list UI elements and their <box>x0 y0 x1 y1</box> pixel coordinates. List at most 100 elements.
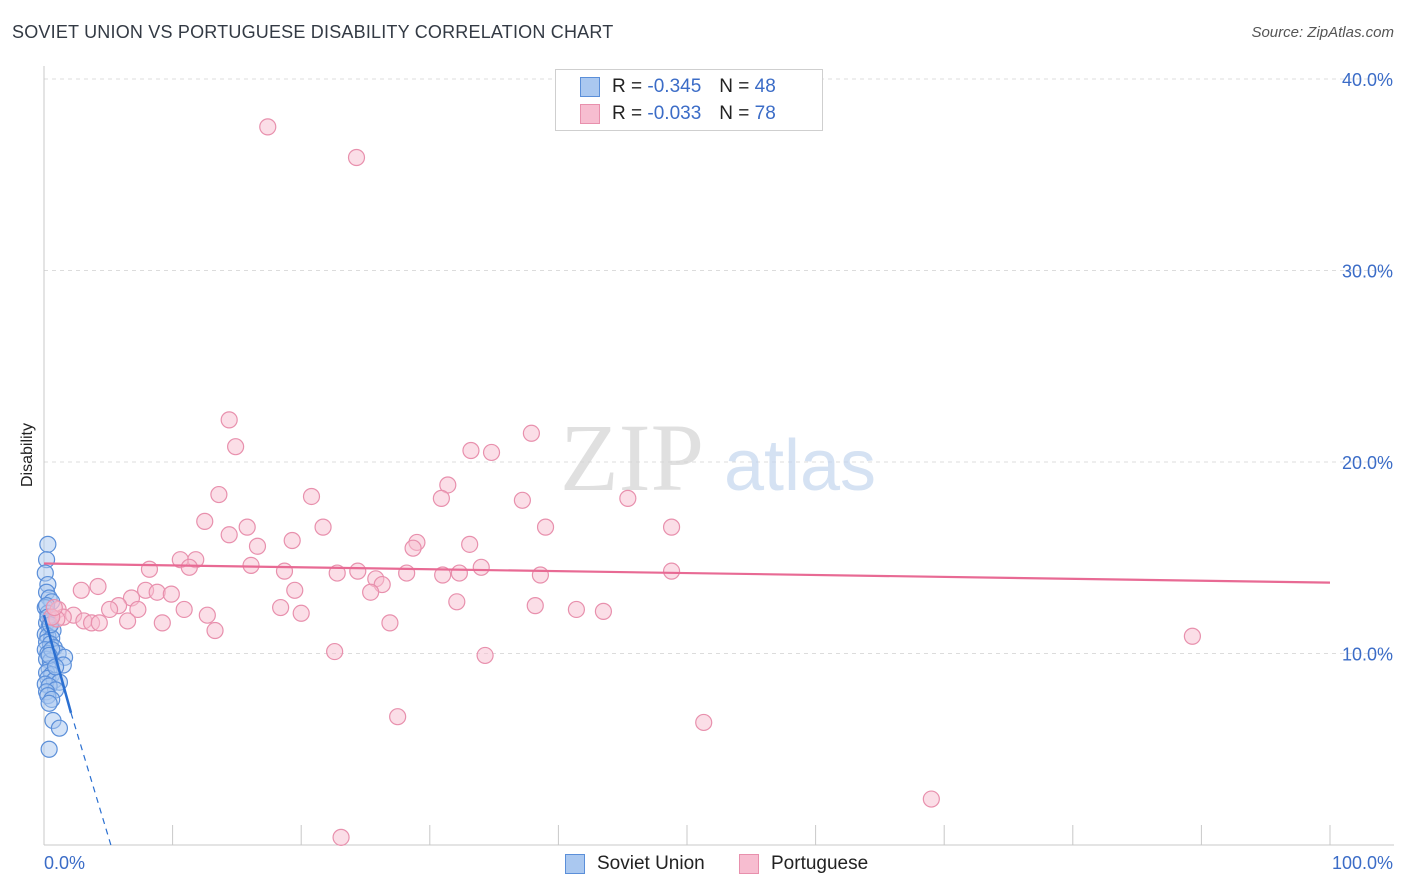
portuguese-point <box>286 581 304 599</box>
portuguese-point <box>210 485 228 504</box>
portuguese-point <box>522 424 540 442</box>
portuguese-point <box>662 518 681 536</box>
soviet-point <box>40 694 58 712</box>
portuguese-point <box>347 148 366 167</box>
x-tick-label-min: 0.0% <box>44 853 85 873</box>
portuguese-point <box>148 583 166 601</box>
source-label: Source: ZipAtlas.com <box>1251 24 1394 41</box>
watermark-atlas: atlas <box>724 426 876 506</box>
portuguese-point <box>434 566 452 584</box>
portuguese-trend-line <box>43 562 1331 584</box>
soviet-trend-line <box>42 614 73 714</box>
portuguese-point <box>275 562 294 580</box>
bottom-legend-swatch-portuguese <box>739 854 759 874</box>
legend-swatch-soviet <box>580 77 600 97</box>
portuguese-point <box>45 598 63 617</box>
portuguese-point <box>461 535 479 553</box>
portuguese-point <box>526 597 544 615</box>
portuguese-point <box>89 577 107 596</box>
portuguese-point <box>531 566 549 584</box>
x-tick-label-max: 100.0% <box>1332 853 1393 873</box>
legend-r-value-soviet: -0.345 <box>647 76 702 97</box>
legend-r-label: R = <box>612 76 643 97</box>
portuguese-point <box>332 828 350 846</box>
portuguese-point <box>462 441 480 460</box>
legend-r-value-portuguese: -0.033 <box>647 103 702 124</box>
portuguese-point <box>72 581 90 599</box>
portuguese-point <box>594 602 613 620</box>
series-soviet-union <box>36 535 74 758</box>
portuguese-point <box>314 518 332 536</box>
soviet-trend-extension <box>70 712 112 846</box>
portuguese-point <box>695 713 713 732</box>
portuguese-point <box>248 537 267 555</box>
bottom-legend-soviet: Soviet Union <box>565 852 705 876</box>
legend-swatch-portuguese <box>580 104 600 124</box>
portuguese-point <box>302 487 321 506</box>
bottom-legend-portuguese: Portuguese <box>739 852 868 876</box>
portuguese-point <box>283 531 301 550</box>
portuguese-point <box>175 600 193 619</box>
portuguese-point <box>349 562 367 580</box>
portuguese-point <box>326 642 344 661</box>
legend-r-label: R = <box>612 103 643 124</box>
legend-n-value-portuguese: 78 <box>754 103 776 124</box>
portuguese-point <box>196 512 214 530</box>
stats-legend: R = -0.345 N = 48 R = -0.033 N = 78 <box>555 69 823 131</box>
portuguese-point <box>567 600 586 619</box>
portuguese-point <box>450 564 468 582</box>
y-tick-label: 20.0% <box>1342 453 1393 473</box>
y-tick-label: 30.0% <box>1342 262 1393 282</box>
portuguese-point <box>238 518 256 536</box>
portuguese-point <box>328 564 346 582</box>
bottom-legend-swatch-soviet <box>565 854 585 874</box>
portuguese-point <box>404 539 422 557</box>
portuguese-point <box>476 646 494 665</box>
portuguese-point <box>118 612 137 630</box>
portuguese-point <box>389 708 407 726</box>
portuguese-point <box>662 562 681 580</box>
portuguese-point <box>472 558 490 576</box>
portuguese-point <box>272 598 290 617</box>
soviet-point <box>50 719 69 737</box>
bottom-legend-label-soviet: Soviet Union <box>597 853 705 874</box>
portuguese-point <box>220 411 238 429</box>
portuguese-point <box>180 558 198 576</box>
axes <box>43 66 1394 846</box>
portuguese-point <box>90 614 108 632</box>
portuguese-point <box>206 621 224 640</box>
portuguese-point <box>292 604 310 622</box>
legend-n-label: N = <box>719 76 750 97</box>
portuguese-point <box>198 606 216 624</box>
portuguese-point <box>513 491 531 509</box>
portuguese-point <box>432 489 450 507</box>
soviet-point <box>40 740 58 758</box>
portuguese-point <box>362 583 380 601</box>
legend-n-label: N = <box>719 103 750 124</box>
bottom-legend-label-portuguese: Portuguese <box>771 853 869 874</box>
soviet-point <box>39 535 57 553</box>
tick-labels: 10.0% 20.0% 30.0% 40.0% 0.0% 100.0% <box>44 70 1393 873</box>
portuguese-point <box>398 564 416 582</box>
portuguese-point <box>619 489 637 507</box>
y-tick-label: 40.0% <box>1342 70 1393 90</box>
watermark: ZIP atlas <box>560 404 876 511</box>
portuguese-point <box>140 560 159 578</box>
portuguese-point <box>381 614 399 632</box>
legend-n-value-soviet: 48 <box>754 76 776 97</box>
portuguese-point <box>1183 627 1201 645</box>
legend-row-portuguese: R = -0.033 N = 78 <box>580 102 776 126</box>
portuguese-point <box>227 438 245 456</box>
portuguese-point <box>922 790 940 808</box>
portuguese-point <box>100 600 119 619</box>
portuguese-point <box>448 593 466 611</box>
portuguese-point <box>129 600 147 619</box>
chart-title: SOVIET UNION VS PORTUGUESE DISABILITY CO… <box>12 22 614 42</box>
legend-row-soviet: R = -0.345 N = 48 <box>580 75 776 99</box>
portuguese-point <box>153 614 171 632</box>
portuguese-point <box>536 518 555 536</box>
portuguese-point <box>220 526 238 544</box>
portuguese-point <box>482 443 501 462</box>
portuguese-point <box>162 585 180 603</box>
